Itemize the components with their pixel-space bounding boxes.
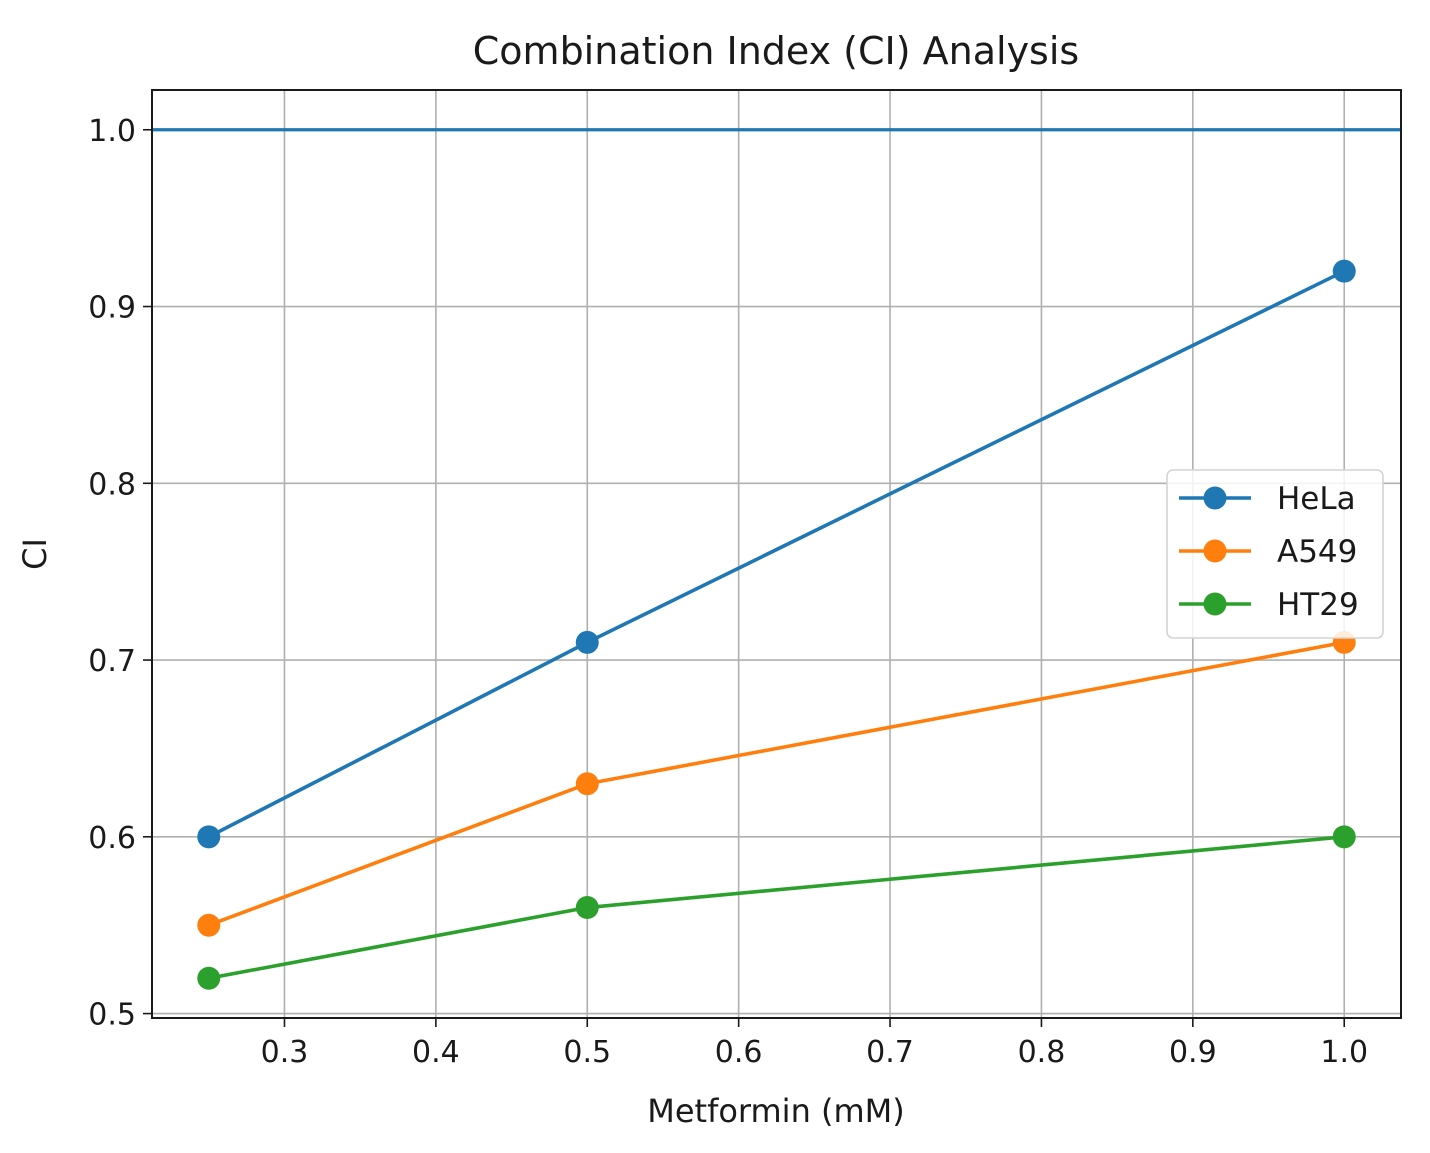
x-tick-label: 0.4 [412,1035,460,1070]
x-tick-label: 0.7 [866,1035,914,1070]
legend-label-a549: A549 [1277,534,1357,570]
plot-frame [151,89,1402,1019]
y-tick-label: 0.7 [88,644,136,679]
chart-title: Combination Index (CI) Analysis [473,29,1079,73]
data-point-a549 [197,913,221,937]
series-line-ht29 [208,835,1345,980]
data-point-ht29 [197,966,221,990]
legend-marker-ht29 [1203,592,1227,616]
y-tick-label: 0.5 [88,998,136,1033]
x-tick-label: 0.3 [261,1035,309,1070]
y-tick-label: 1.0 [88,114,136,149]
x-tick-label: 0.9 [1169,1035,1217,1070]
legend-label-ht29: HT29 [1277,587,1359,623]
y-axis-label: CI [16,538,54,570]
legend-label-hela: HeLa [1277,481,1356,517]
x-tick-label: 0.8 [1018,1035,1066,1070]
x-tick-label: 0.6 [715,1035,763,1070]
x-tick-label: 1.0 [1320,1035,1368,1070]
y-tick-label: 0.9 [88,291,136,326]
data-point-ht29 [1332,825,1356,849]
ticks: 0.3 0.4 0.5 0.6 0.7 0.8 0.9 1.0 0.5 0.6 0.7 0.8 0.9 1… [88,114,1368,1070]
data-point-hela [1332,259,1356,283]
x-tick-label: 0.5 [563,1035,611,1070]
y-tick-label: 0.8 [88,467,136,502]
data-point-a549 [575,772,599,796]
x-axis-label: Metformin (mM) [647,1092,905,1130]
legend-marker-hela [1203,486,1227,510]
series-line-a549 [208,640,1345,927]
legend-marker-a549 [1203,539,1227,563]
data-point-hela [197,825,221,849]
series-group [197,259,1356,990]
legend: HeLa A549 HT29 [1166,469,1384,639]
data-point-ht29 [575,896,599,920]
data-point-hela [575,630,599,654]
y-tick-label: 0.6 [88,821,136,856]
